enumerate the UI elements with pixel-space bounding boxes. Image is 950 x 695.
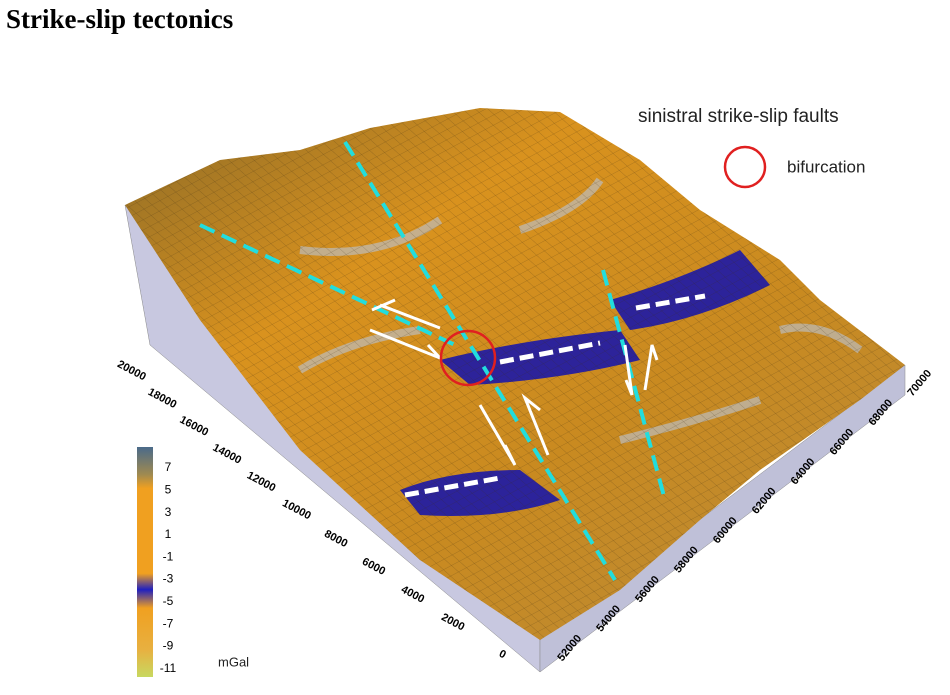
legend-circle bbox=[723, 145, 767, 189]
colorbar bbox=[137, 447, 153, 677]
y-tick-label: 20000 bbox=[115, 358, 148, 383]
colorbar-label: -9 bbox=[163, 639, 174, 653]
y-tick-label: 16000 bbox=[178, 414, 211, 439]
colorbar-label: -5 bbox=[163, 594, 174, 608]
y-tick-label: 8000 bbox=[322, 528, 349, 550]
y-tick-label: 0 bbox=[497, 648, 508, 661]
y-tick-label: 18000 bbox=[146, 386, 179, 411]
surface bbox=[124, 108, 906, 673]
colorbar-label: -11 bbox=[160, 661, 177, 675]
legend-bifurcation: bifurcation bbox=[787, 157, 865, 176]
colorbar-label: 5 bbox=[165, 482, 172, 496]
faults bbox=[199, 140, 706, 582]
y-tick-label: 4000 bbox=[399, 584, 426, 606]
colorbar-label: 3 bbox=[165, 505, 172, 519]
y-tick-label: 14000 bbox=[211, 442, 244, 467]
y-tick-label: 2000 bbox=[439, 611, 466, 633]
colorbar-label: -1 bbox=[163, 549, 174, 563]
title: Strike-slip tectonics bbox=[6, 4, 233, 34]
y-tick-label: 10000 bbox=[280, 497, 313, 522]
y-tick-label: 6000 bbox=[360, 556, 387, 578]
y-tick-label: 12000 bbox=[245, 469, 278, 494]
colorbar-label: -3 bbox=[163, 572, 174, 586]
x-tick-label: 70000 bbox=[905, 368, 934, 399]
legend-faults: sinistral strike-slip faults bbox=[638, 106, 839, 127]
colorbar-label: 1 bbox=[165, 527, 172, 541]
colorbar-label: -7 bbox=[163, 616, 174, 630]
colorbar-label: 7 bbox=[165, 460, 172, 474]
colorbar-unit: mGal bbox=[218, 654, 249, 669]
